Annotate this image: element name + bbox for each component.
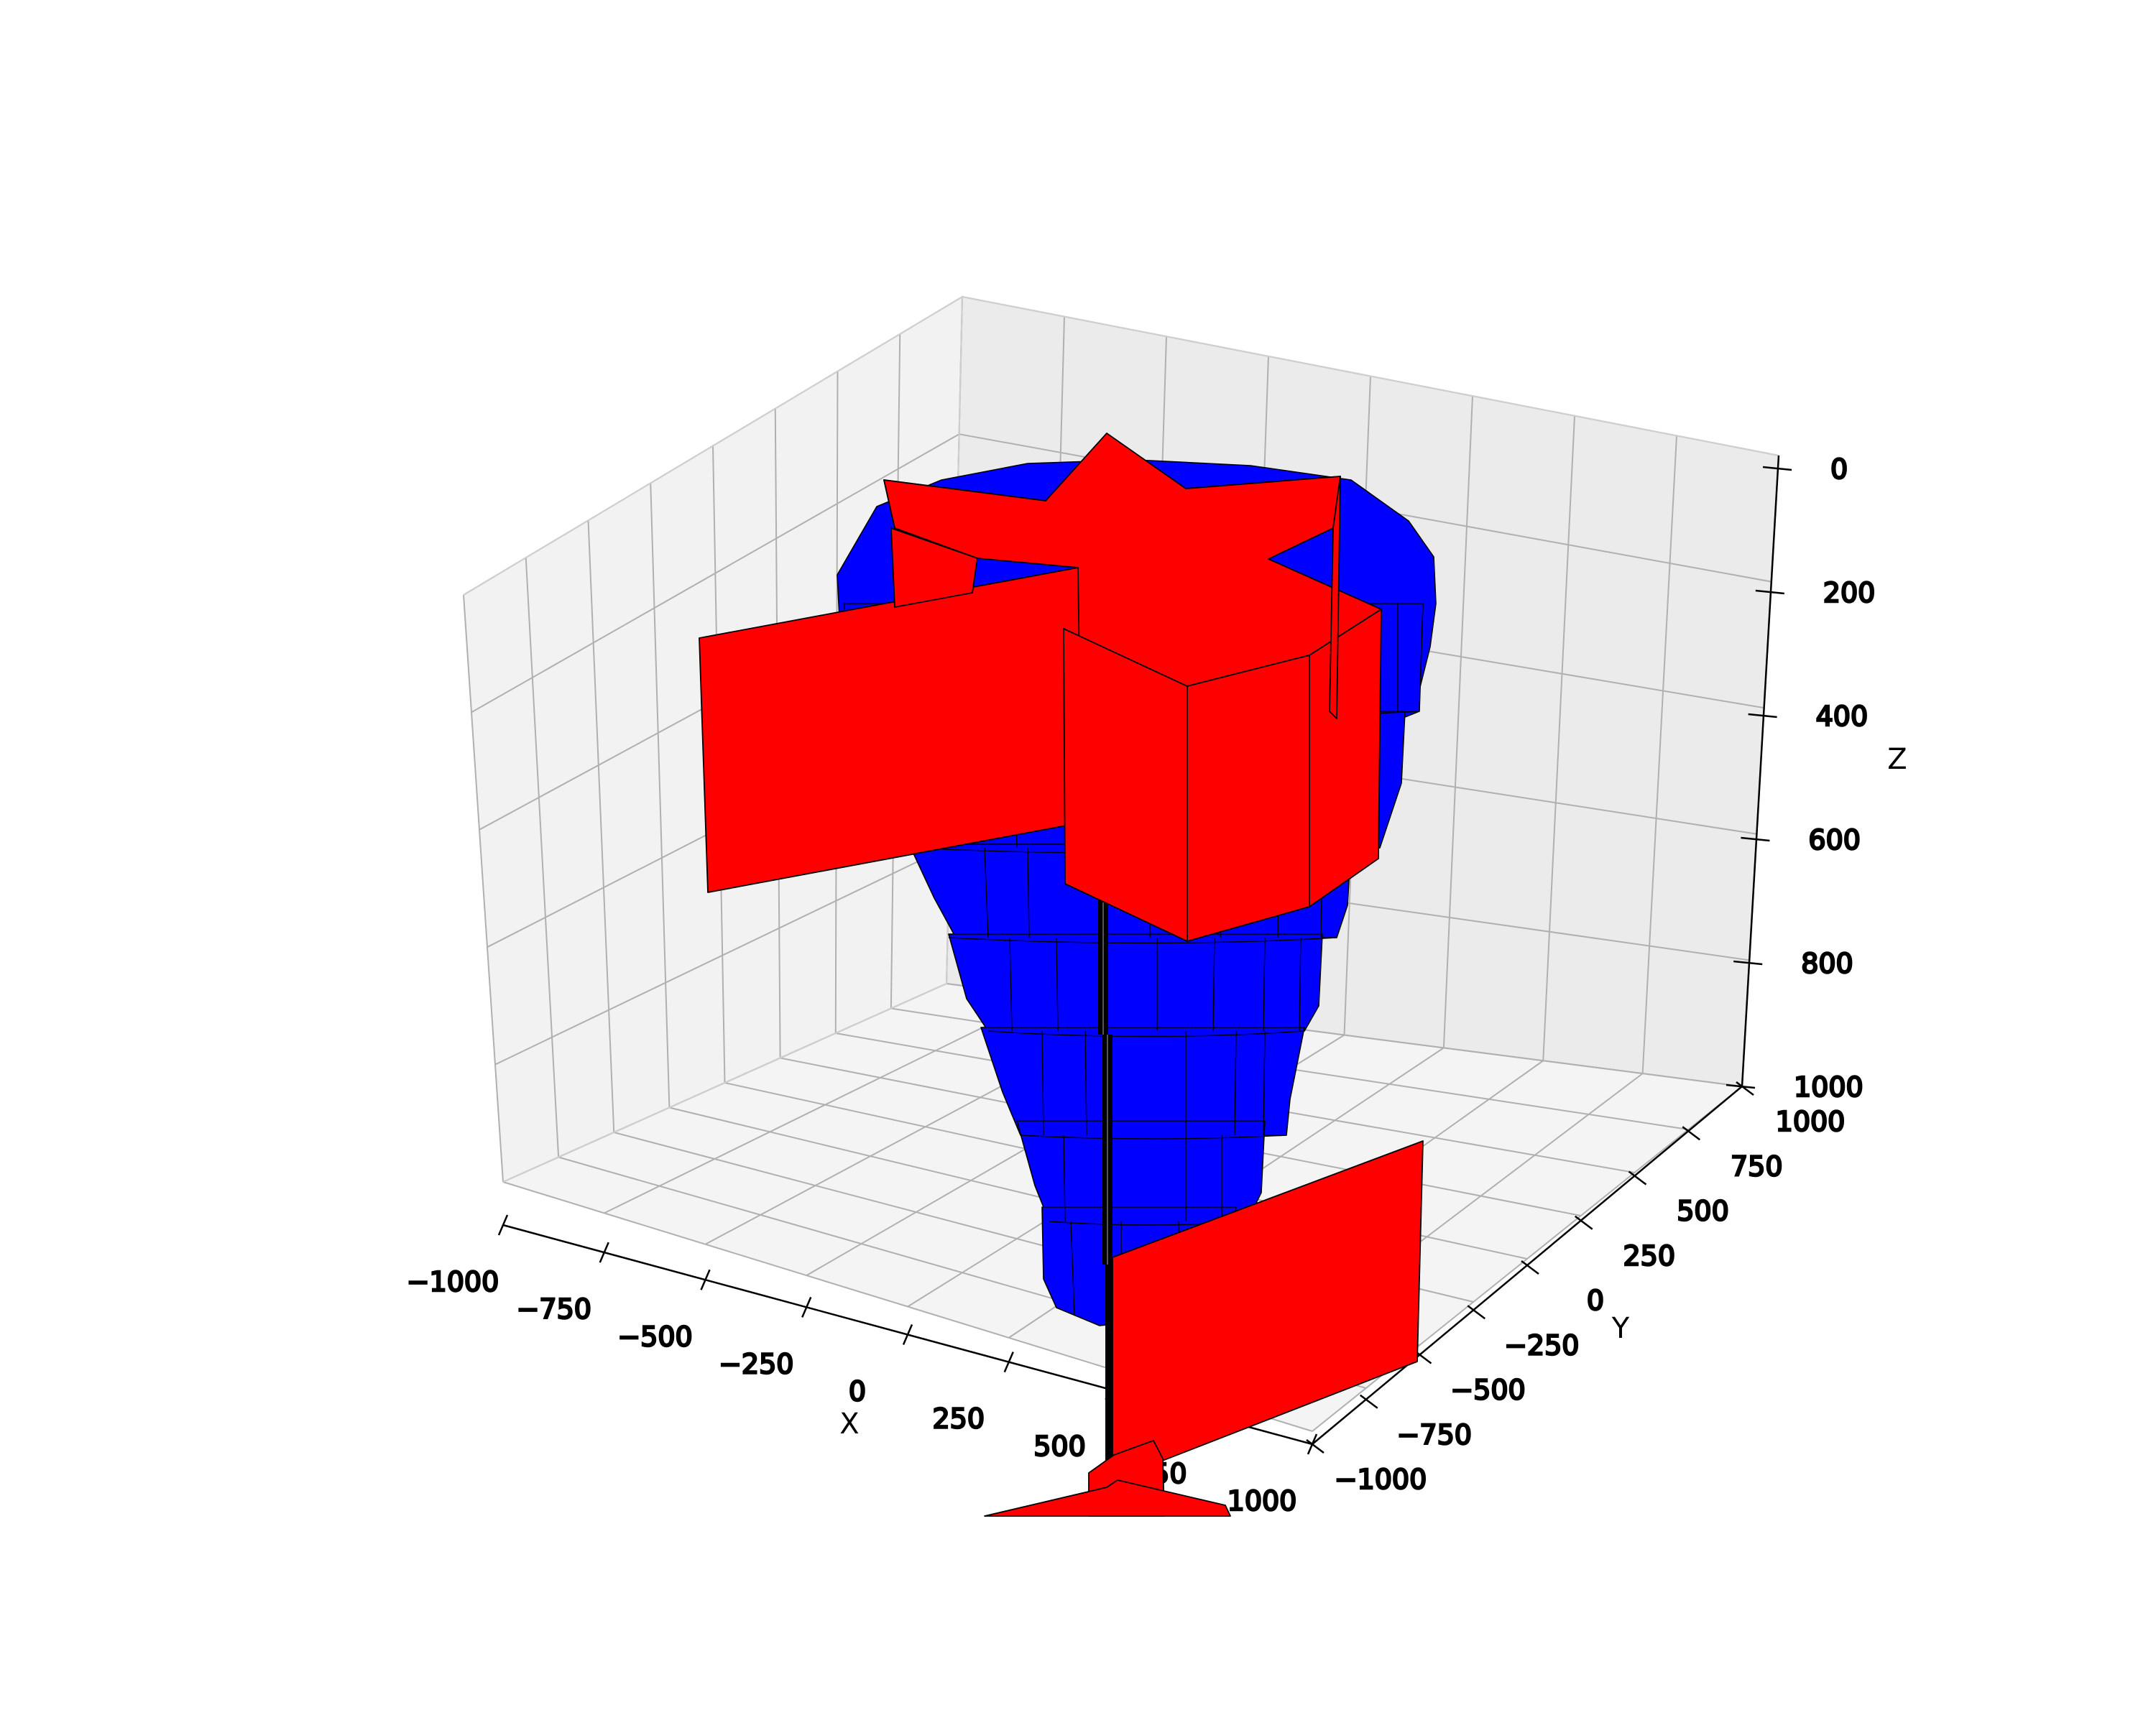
z-axis-label: Z xyxy=(1887,743,1907,776)
y-tick-label: −500 xyxy=(1450,1374,1525,1406)
y-tick xyxy=(1467,1305,1485,1320)
y-tick-label: 750 xyxy=(1731,1150,1783,1182)
x-tick xyxy=(700,1269,711,1290)
upper-impeller-blades xyxy=(699,433,1382,942)
y-tick xyxy=(1360,1394,1378,1409)
x-tick xyxy=(497,1214,509,1236)
x-tick-label: 250 xyxy=(932,1403,985,1435)
grid-line-y-left xyxy=(587,520,615,1133)
grid-line-z-left xyxy=(471,433,960,713)
blade-front-center xyxy=(1187,655,1310,942)
y-tick xyxy=(1682,1126,1700,1141)
x-tick-label: −750 xyxy=(517,1293,591,1325)
blade-right-upright xyxy=(1329,476,1341,719)
grid-line-y-left xyxy=(525,558,560,1158)
y-tick-label: −250 xyxy=(1504,1329,1579,1361)
y-axis-label: Y xyxy=(1611,1312,1630,1345)
z-tick xyxy=(1748,713,1777,719)
x-tick xyxy=(599,1242,609,1263)
lower-impeller-blades xyxy=(984,1140,1424,1517)
grid-line-y-left xyxy=(463,594,504,1183)
z-tick-label: 1000 xyxy=(1794,1071,1864,1103)
z-tick xyxy=(1762,466,1792,471)
grid-line-x-back xyxy=(1542,415,1575,1061)
x-tick xyxy=(1003,1352,1014,1373)
x-axis-ticks: −1000−750−500−25002505007501000 xyxy=(405,1214,1318,1517)
x-tick-label: −1000 xyxy=(407,1266,499,1298)
z-tick xyxy=(1755,589,1784,595)
y-tick xyxy=(1306,1439,1325,1454)
y-tick-label: 1000 xyxy=(1776,1106,1846,1137)
x-tick xyxy=(902,1324,913,1345)
y-tick xyxy=(1736,1081,1754,1096)
x-tick-label: 0 xyxy=(849,1376,866,1408)
z-tick-label: 800 xyxy=(1801,948,1853,979)
y-tick-label: −750 xyxy=(1397,1419,1472,1451)
x-tick xyxy=(801,1296,812,1318)
lower-blade-right xyxy=(1112,1140,1424,1481)
x-tick-label: −250 xyxy=(719,1348,793,1380)
y-tick-label: 0 xyxy=(1587,1285,1604,1316)
z-tick xyxy=(1733,960,1763,966)
z-axis-ticks: 0 200 400 600 800 1000 xyxy=(1726,453,1876,1104)
tank-tier-5 xyxy=(980,1027,1305,1136)
z-tick xyxy=(1741,836,1770,842)
y-tick xyxy=(1575,1215,1593,1230)
y-tick-label: −1000 xyxy=(1335,1464,1427,1495)
z-tick-label: 400 xyxy=(1816,701,1869,732)
x-tick-label: 1000 xyxy=(1227,1485,1297,1517)
z-tick-label: 200 xyxy=(1823,577,1876,609)
y-tick-label: 500 xyxy=(1677,1196,1729,1227)
tank-tier-4 xyxy=(948,933,1323,1032)
x-axis-label: X xyxy=(839,1408,859,1441)
grid-line-x-back xyxy=(1442,396,1473,1048)
blade-left-side xyxy=(890,527,978,608)
z-tick xyxy=(1726,1084,1756,1089)
grid-line-x-back xyxy=(1641,435,1677,1074)
z-axis-line xyxy=(1741,455,1780,1087)
grid-line-y-left xyxy=(650,483,671,1108)
y-tick xyxy=(1521,1260,1539,1275)
lower-blade-bottom xyxy=(984,1479,1231,1517)
grid-line-z-left xyxy=(494,845,950,1066)
x-tick-label: 500 xyxy=(1033,1431,1086,1462)
z-tick-label: 0 xyxy=(1830,453,1848,485)
z-tick-label: 600 xyxy=(1808,824,1861,856)
y-tick xyxy=(1628,1170,1647,1186)
tank-tier-6 xyxy=(1016,1120,1266,1222)
x-tick-label: −500 xyxy=(617,1321,692,1352)
blade-front-far xyxy=(1309,609,1382,907)
shaft xyxy=(1098,884,1114,1480)
y-tick-label: 250 xyxy=(1623,1240,1675,1272)
